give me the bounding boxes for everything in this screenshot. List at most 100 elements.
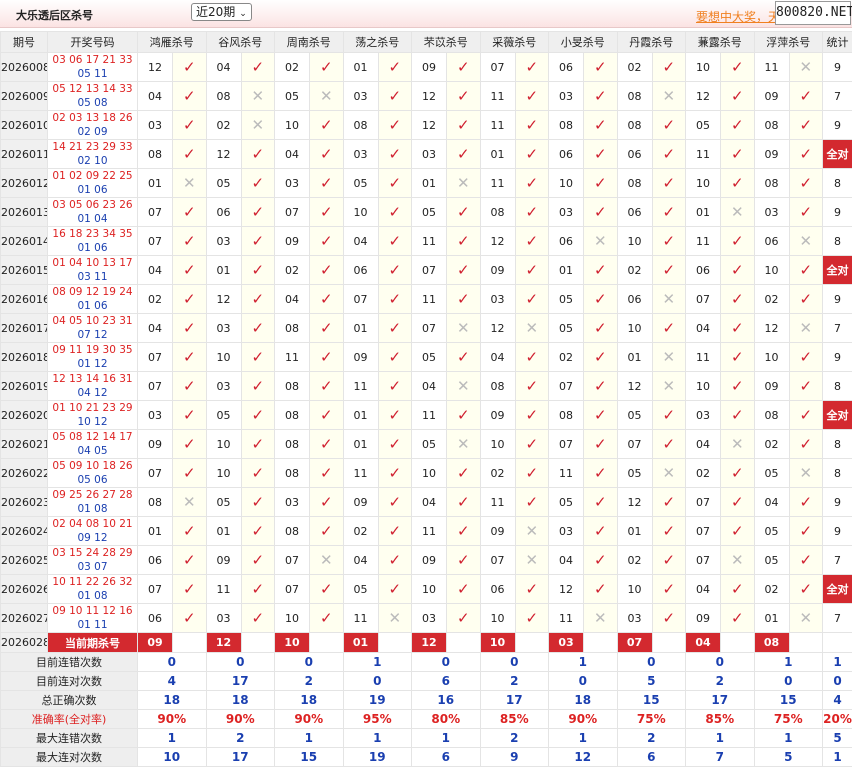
- check-icon: ✓: [173, 285, 207, 314]
- front-numbers: 01 04 10 13 17: [48, 256, 137, 270]
- kill-number: 02: [686, 459, 721, 488]
- front-numbers: 16 18 23 34 35: [48, 227, 137, 241]
- kill-number: 05: [549, 314, 584, 343]
- summary-value: 1: [549, 729, 618, 748]
- summary-value: 1: [686, 729, 755, 748]
- check-icon: ✓: [173, 372, 207, 401]
- check-icon: ✓: [378, 53, 412, 82]
- cross-icon: ✕: [652, 459, 686, 488]
- check-icon: ✓: [378, 430, 412, 459]
- period-cell: 2026020: [1, 401, 48, 430]
- period-range-select[interactable]: 近20期⌄: [191, 3, 252, 21]
- kill-number: 03: [549, 517, 584, 546]
- check-icon: ✓: [310, 372, 344, 401]
- kill-number: 03: [206, 227, 241, 256]
- check-icon: ✓: [584, 169, 618, 198]
- check-icon: ✓: [378, 517, 412, 546]
- kill-number: 09: [686, 604, 721, 633]
- cross-icon: ✕: [241, 82, 275, 111]
- kill-number: 08: [617, 82, 652, 111]
- kill-number: 01: [343, 430, 378, 459]
- current-kill-number: 12: [206, 633, 241, 653]
- empty-cell: [721, 633, 755, 653]
- check-icon: ✓: [721, 401, 755, 430]
- front-numbers: 01 10 21 23 29: [48, 401, 137, 415]
- summary-value: 85%: [686, 710, 755, 729]
- kill-number: 02: [617, 53, 652, 82]
- front-numbers: 03 06 17 21 33: [48, 53, 137, 67]
- summary-value: 0: [275, 653, 344, 672]
- check-icon: ✓: [584, 459, 618, 488]
- check-icon: ✓: [515, 430, 549, 459]
- stat-cell: 9: [823, 198, 852, 227]
- check-icon: ✓: [241, 430, 275, 459]
- back-numbers: 01 06: [48, 183, 137, 197]
- kill-number: 09: [754, 140, 789, 169]
- stat-cell: 9: [823, 111, 852, 140]
- summary-value: 5: [754, 748, 823, 767]
- check-icon: ✓: [310, 314, 344, 343]
- header-predictor: 鸿雁杀号: [138, 32, 207, 53]
- kill-number: 09: [754, 372, 789, 401]
- kill-number: 06: [480, 575, 515, 604]
- cross-icon: ✕: [515, 546, 549, 575]
- check-icon: ✓: [378, 140, 412, 169]
- front-numbers: 14 21 23 29 33: [48, 140, 137, 154]
- check-icon: ✓: [310, 575, 344, 604]
- period-cell: 2026018: [1, 343, 48, 372]
- check-icon: ✓: [310, 343, 344, 372]
- check-icon: ✓: [241, 604, 275, 633]
- check-icon: ✓: [789, 82, 823, 111]
- check-icon: ✓: [378, 169, 412, 198]
- period-cell: 2026011: [1, 140, 48, 169]
- back-numbers: 03 07: [48, 560, 137, 574]
- kill-number: 08: [617, 111, 652, 140]
- promo-link[interactable]: 要想中大奖，天: [696, 8, 780, 25]
- summary-value: 90%: [138, 710, 207, 729]
- check-icon: ✓: [310, 285, 344, 314]
- header-predictor: 芣苡杀号: [412, 32, 481, 53]
- kill-number: 02: [343, 517, 378, 546]
- check-icon: ✓: [310, 140, 344, 169]
- cross-icon: ✕: [447, 314, 481, 343]
- kill-number: 01: [138, 169, 173, 198]
- check-icon: ✓: [652, 256, 686, 285]
- check-icon: ✓: [241, 575, 275, 604]
- summary-value: 1: [343, 653, 412, 672]
- check-icon: ✓: [447, 546, 481, 575]
- check-icon: ✓: [584, 372, 618, 401]
- back-numbers: 10 12: [48, 415, 137, 429]
- check-icon: ✓: [310, 169, 344, 198]
- kill-number: 10: [754, 256, 789, 285]
- kill-number: 07: [480, 53, 515, 82]
- kill-number: 05: [754, 546, 789, 575]
- back-numbers: 01 06: [48, 299, 137, 313]
- summary-value: 0: [686, 653, 755, 672]
- summary-value: 1: [823, 653, 852, 672]
- check-icon: ✓: [584, 488, 618, 517]
- summary-value: 5: [823, 729, 852, 748]
- summary-value: 20%: [823, 710, 852, 729]
- kill-number: 06: [206, 198, 241, 227]
- check-icon: ✓: [310, 517, 344, 546]
- kill-number: 01: [480, 140, 515, 169]
- kill-number: 06: [549, 53, 584, 82]
- check-icon: ✓: [515, 198, 549, 227]
- back-numbers: 05 11: [48, 67, 137, 81]
- kill-number: 07: [138, 372, 173, 401]
- check-icon: ✓: [584, 430, 618, 459]
- kill-number: 10: [754, 343, 789, 372]
